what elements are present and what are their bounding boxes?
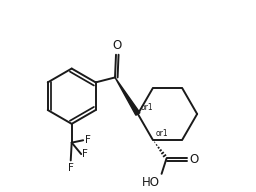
Text: O: O	[189, 153, 198, 166]
Text: HO: HO	[142, 176, 159, 189]
Text: F: F	[85, 135, 91, 145]
Text: or1: or1	[155, 129, 168, 138]
Text: F: F	[68, 163, 74, 173]
Polygon shape	[115, 77, 140, 115]
Text: F: F	[82, 149, 88, 159]
Text: O: O	[112, 39, 122, 52]
Text: or1: or1	[141, 103, 153, 112]
